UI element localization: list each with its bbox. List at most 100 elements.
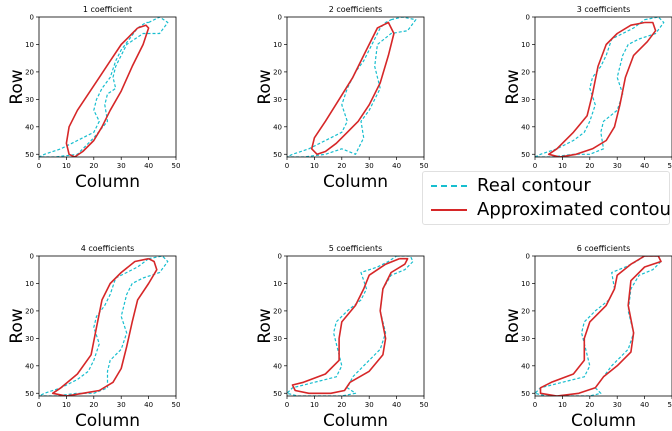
y-tick-label: 20 [25, 68, 34, 76]
x-axis-label: Column [323, 172, 388, 192]
x-tick-label: 10 [558, 401, 567, 409]
y-tick-label: 50 [521, 151, 530, 159]
y-tick-label: 50 [25, 390, 34, 398]
axes-frame [286, 16, 425, 158]
legend-swatch-approx [431, 209, 467, 211]
x-axis-label: Column [571, 411, 636, 431]
real-contour-line [39, 256, 169, 396]
y-tick-label: 40 [521, 123, 530, 131]
subplot-title: 3 coefficients [577, 5, 631, 14]
y-tick-label: 40 [521, 362, 530, 370]
y-axis-label: Row [255, 308, 275, 343]
x-tick-label: 30 [117, 162, 126, 170]
real-contour-line [535, 256, 662, 396]
axes-frame [286, 255, 425, 397]
y-axis-label: Row [7, 308, 27, 343]
x-tick-label: 0 [37, 401, 41, 409]
y-tick-label: 10 [273, 41, 282, 49]
approximated-contour-line [51, 257, 158, 396]
x-tick-label: 40 [392, 401, 401, 409]
subplot-title: 4 coefficients [81, 244, 135, 253]
approximated-contour-line [547, 21, 657, 157]
x-tick-label: 30 [365, 162, 374, 170]
x-tick-label: 20 [89, 401, 98, 409]
x-tick-label: 0 [533, 401, 537, 409]
y-tick-label: 50 [521, 390, 530, 398]
subplot-title: 5 coefficients [329, 244, 383, 253]
x-axis-label: Column [323, 411, 388, 431]
x-tick-label: 10 [310, 162, 319, 170]
y-tick-label: 10 [273, 280, 282, 288]
y-tick-label: 10 [25, 280, 34, 288]
legend: Real contour Approximated contour [422, 171, 672, 225]
y-axis-label: Row [503, 69, 523, 104]
y-tick-label: 40 [25, 123, 34, 131]
x-tick-label: 20 [585, 401, 594, 409]
y-tick-label: 20 [521, 68, 530, 76]
subplot-6: 6 coefficients0102030405001020304050Colu… [503, 244, 672, 431]
real-contour-line [39, 17, 169, 157]
y-tick-label: 20 [273, 68, 282, 76]
x-tick-label: 40 [640, 162, 649, 170]
y-tick-label: 30 [25, 96, 34, 104]
legend-swatch-real [431, 185, 467, 187]
approximated-contour-line [291, 257, 409, 395]
subplot-title: 2 coefficients [329, 5, 383, 14]
y-tick-label: 30 [25, 335, 34, 343]
y-tick-label: 0 [30, 14, 34, 22]
axes-frame [38, 16, 177, 158]
y-tick-label: 40 [25, 362, 34, 370]
subplot-title: 6 coefficients [577, 244, 631, 253]
x-tick-label: 50 [172, 162, 181, 170]
y-tick-label: 40 [273, 123, 282, 131]
real-contour-line [535, 17, 665, 157]
x-tick-label: 50 [420, 401, 429, 409]
y-tick-label: 50 [25, 151, 34, 159]
x-axis-label: Column [75, 411, 140, 431]
y-tick-label: 20 [25, 307, 34, 315]
x-tick-label: 20 [337, 401, 346, 409]
legend-label-approx: Approximated contour [477, 199, 672, 220]
x-tick-label: 20 [585, 162, 594, 170]
subplot-3: 3 coefficients0102030405001020304050Colu… [503, 5, 672, 192]
y-tick-label: 20 [521, 307, 530, 315]
x-tick-label: 40 [144, 162, 153, 170]
y-tick-label: 50 [273, 151, 282, 159]
x-tick-label: 30 [613, 401, 622, 409]
x-tick-label: 0 [285, 162, 289, 170]
approximated-contour-line [310, 21, 395, 156]
y-axis-label: Row [503, 308, 523, 343]
x-tick-label: 0 [285, 401, 289, 409]
x-tick-label: 50 [420, 162, 429, 170]
axes-frame [38, 255, 177, 397]
x-tick-label: 10 [62, 162, 71, 170]
x-tick-label: 20 [337, 162, 346, 170]
x-tick-label: 30 [613, 162, 622, 170]
y-tick-label: 0 [30, 253, 34, 261]
real-contour-line [287, 256, 414, 396]
y-tick-label: 30 [521, 96, 530, 104]
legend-entry-real: Real contour [423, 174, 671, 198]
y-tick-label: 0 [278, 14, 282, 22]
x-tick-label: 10 [310, 401, 319, 409]
legend-label-real: Real contour [477, 175, 591, 196]
x-tick-label: 0 [37, 162, 41, 170]
legend-entry-approx: Approximated contour [423, 198, 672, 222]
y-tick-label: 0 [526, 14, 530, 22]
x-tick-label: 50 [668, 401, 672, 409]
y-axis-label: Row [7, 69, 27, 104]
y-axis-label: Row [255, 69, 275, 104]
y-tick-label: 20 [273, 307, 282, 315]
x-tick-label: 20 [89, 162, 98, 170]
real-contour-line [287, 17, 417, 157]
y-tick-label: 0 [526, 253, 530, 261]
axes-frame [534, 255, 672, 397]
y-tick-label: 40 [273, 362, 282, 370]
y-tick-label: 30 [273, 96, 282, 104]
approximated-contour-line [539, 256, 662, 396]
approximated-contour-line [65, 24, 150, 157]
